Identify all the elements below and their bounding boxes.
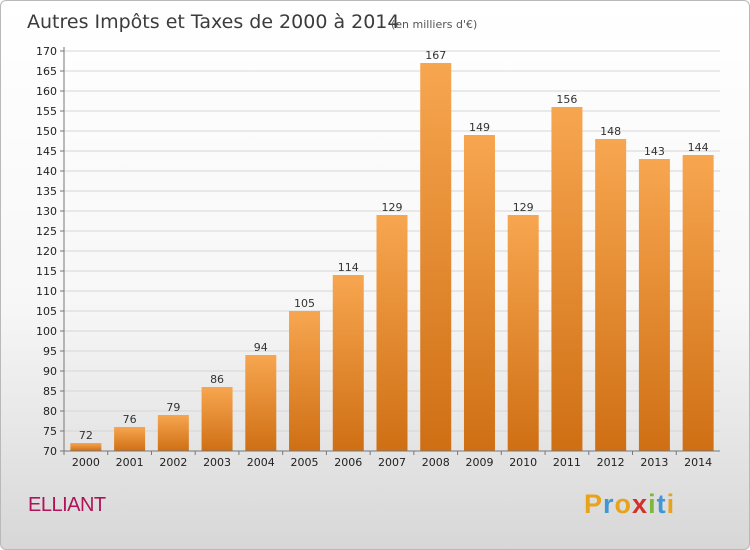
bar xyxy=(245,355,277,451)
bar xyxy=(420,63,452,451)
chart-subtitle: (en milliers d'€) xyxy=(391,18,477,31)
x-tick-label: 2000 xyxy=(72,456,100,469)
y-tick-label: 130 xyxy=(36,205,57,218)
x-tick-label: 2010 xyxy=(509,456,537,469)
y-tick-label: 140 xyxy=(36,165,57,178)
bar xyxy=(551,107,583,451)
x-tick-label: 2012 xyxy=(597,456,625,469)
x-tick-label: 2009 xyxy=(465,456,493,469)
x-tick-label: 2007 xyxy=(378,456,406,469)
bar xyxy=(595,139,627,451)
commune-name: ELLIANT xyxy=(28,494,106,516)
data-label: 148 xyxy=(600,125,621,138)
data-label: 156 xyxy=(556,93,577,106)
bar xyxy=(289,311,321,451)
data-label: 76 xyxy=(123,413,137,426)
data-label: 129 xyxy=(513,201,534,214)
y-tick-label: 160 xyxy=(36,85,57,98)
y-tick-label: 135 xyxy=(36,185,57,198)
x-tick-label: 2004 xyxy=(247,456,275,469)
data-label: 129 xyxy=(382,201,403,214)
y-tick-label: 155 xyxy=(36,105,57,118)
data-label: 149 xyxy=(469,121,490,134)
bar xyxy=(376,215,408,451)
logo-letter: i xyxy=(648,489,657,519)
data-label: 167 xyxy=(425,49,446,62)
y-tick-label: 80 xyxy=(43,405,57,418)
x-axis: 2000 2001 2002 2003 2004 2005 2006 2007 2008 2009… xyxy=(63,450,720,469)
y-tick-label: 100 xyxy=(36,325,57,338)
y-tick-label: 170 xyxy=(36,45,57,58)
bars: 72 76 79 86 94 105 114 129 167 149 129 156 148 143 144 xyxy=(70,49,714,451)
x-tick-label: 2011 xyxy=(553,456,581,469)
proxiti-logo: Proxiti xyxy=(584,489,675,520)
logo-letter: t xyxy=(656,489,667,519)
y-tick-label: 90 xyxy=(43,365,57,378)
y-tick-label: 70 xyxy=(43,445,57,458)
y-tick-label: 165 xyxy=(36,65,57,78)
bar xyxy=(507,215,539,451)
y-tick-label: 75 xyxy=(43,425,57,438)
x-tick-label: 2013 xyxy=(640,456,668,469)
y-tick-label: 95 xyxy=(43,345,57,358)
y-tick-label: 110 xyxy=(36,285,57,298)
data-label: 143 xyxy=(644,145,665,158)
data-label: 114 xyxy=(338,261,359,274)
logo-letter: o xyxy=(614,489,633,519)
y-tick-label: 145 xyxy=(36,145,57,158)
data-label: 86 xyxy=(210,373,224,386)
x-tick-label: 2008 xyxy=(422,456,450,469)
y-tick-label: 115 xyxy=(36,265,57,278)
y-tick-label: 125 xyxy=(36,225,57,238)
x-tick-label: 2003 xyxy=(203,456,231,469)
bar xyxy=(201,387,233,451)
bar xyxy=(463,135,495,451)
bar xyxy=(70,443,102,451)
logo-letter: i xyxy=(666,489,676,519)
logo-letter: x xyxy=(632,489,649,519)
logo-letter: r xyxy=(603,489,615,519)
bar xyxy=(638,159,670,451)
x-tick-label: 2001 xyxy=(116,456,144,469)
x-tick-label: 2002 xyxy=(159,456,187,469)
y-tick-label: 105 xyxy=(36,305,57,318)
bar xyxy=(332,275,364,451)
x-tick-label: 2006 xyxy=(334,456,362,469)
x-tick-label: 2005 xyxy=(291,456,319,469)
data-label: 94 xyxy=(254,341,268,354)
y-axis: 70 75 80 85 90 95 100 105 110 115 120 125 130 135 140 1… xyxy=(36,45,65,458)
data-label: 105 xyxy=(294,297,315,310)
bar xyxy=(682,155,714,451)
bar xyxy=(114,427,146,451)
data-label: 79 xyxy=(166,401,180,414)
logo-letter: P xyxy=(584,489,604,519)
y-tick-label: 85 xyxy=(43,385,57,398)
bar xyxy=(157,415,189,451)
x-tick-label: 2014 xyxy=(684,456,712,469)
y-tick-label: 150 xyxy=(36,125,57,138)
data-label: 72 xyxy=(79,429,93,442)
y-tick-label: 120 xyxy=(36,245,57,258)
data-label: 144 xyxy=(688,141,709,154)
chart-title: Autres Impôts et Taxes de 2000 à 2014 xyxy=(27,11,400,33)
